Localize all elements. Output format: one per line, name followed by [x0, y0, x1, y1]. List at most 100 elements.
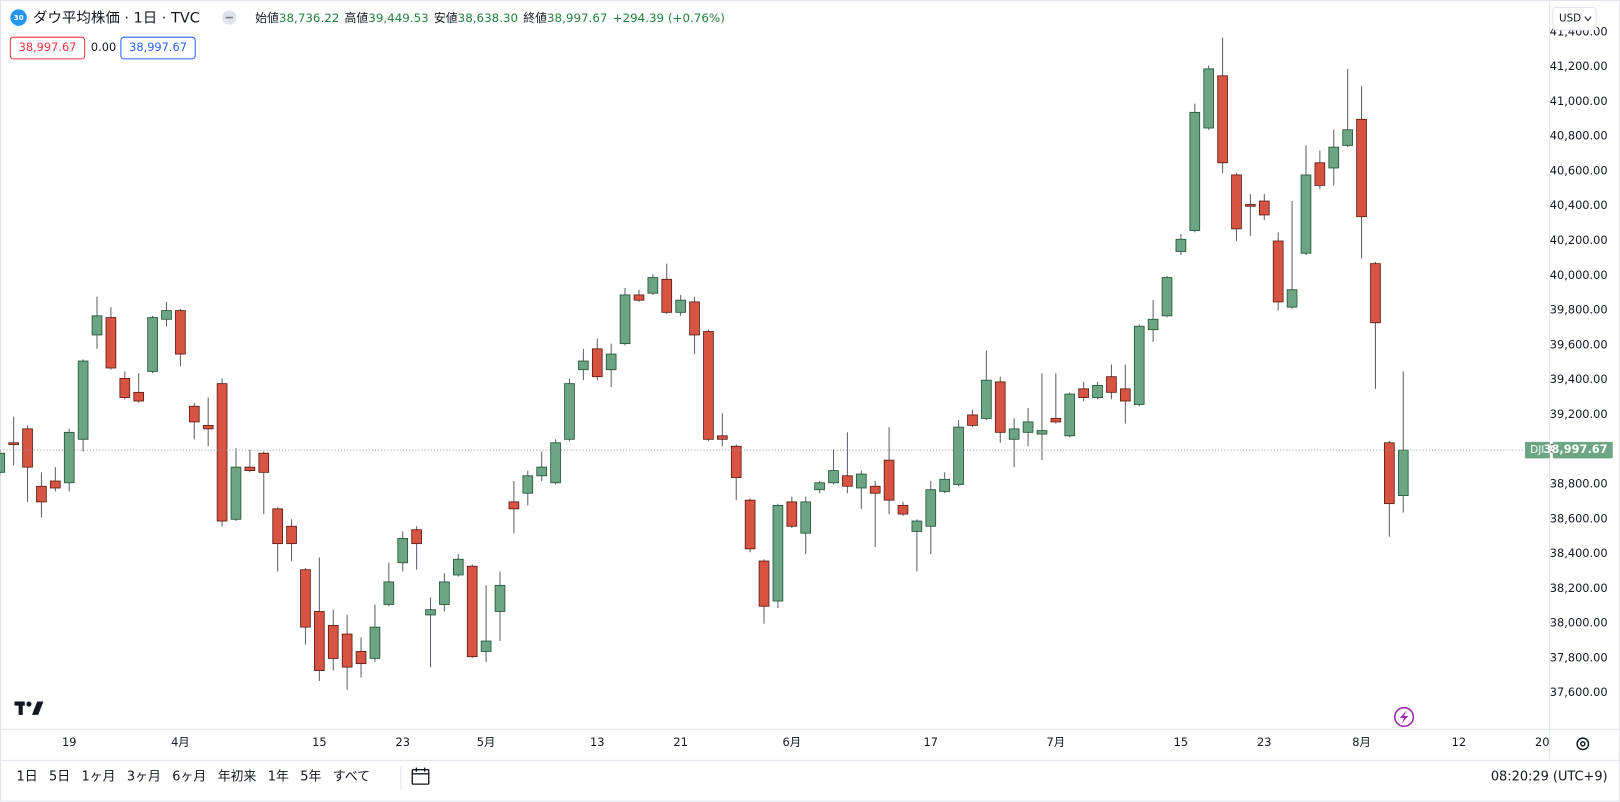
y-tick-label: 38,200.00 [1550, 581, 1608, 595]
currency-box[interactable] [1552, 6, 1597, 31]
candle-body [550, 442, 561, 484]
candle-body [800, 501, 812, 534]
range-button[interactable]: 1日 [17, 769, 38, 784]
y-tick-label: 38,800.00 [1550, 477, 1608, 491]
candle-body [1106, 376, 1117, 393]
x-tick-label: 21 [673, 735, 687, 749]
candle-body [661, 278, 673, 313]
candle-body [828, 470, 839, 484]
x-tick-label: 12 [1452, 735, 1466, 749]
candle-body [0, 452, 6, 473]
candle-body [369, 626, 381, 659]
candle-body [300, 569, 311, 628]
candle-body [341, 633, 353, 668]
candle-body [744, 499, 756, 550]
plot [0, 37, 1550, 690]
candle-body [133, 391, 145, 402]
candle-body [175, 310, 186, 355]
candle-body [230, 466, 242, 520]
candle-body [314, 611, 325, 672]
range-button[interactable]: 5日 [49, 769, 70, 784]
candle-body [105, 317, 117, 369]
candle-body [591, 348, 603, 378]
candle-body [91, 315, 103, 336]
ohlc-value: 38,638.30 [458, 11, 518, 25]
x-tick-label: 15 [312, 735, 326, 749]
symbol-tag [1524, 441, 1550, 459]
candle-body [272, 508, 283, 545]
x-tick-label: 13 [590, 735, 604, 749]
x-tick-label: 19 [62, 735, 76, 749]
x-tick-label: 7月 [1047, 735, 1066, 749]
candle-body [772, 504, 784, 602]
x-tick-label: 4月 [171, 735, 190, 749]
candle-body [675, 299, 686, 313]
range-button[interactable]: すべて [333, 769, 370, 784]
lightning-icon[interactable] [1393, 706, 1415, 728]
candle-body [717, 435, 728, 440]
candle-body [730, 445, 742, 478]
candle-body [1036, 430, 1048, 435]
candle-body [244, 466, 256, 472]
symbol-tag-text: DJI [1530, 444, 1544, 456]
candle-body [439, 581, 450, 605]
candle-body [355, 651, 367, 665]
candle-body [536, 466, 548, 477]
range-button[interactable]: 3ヶ月 [127, 769, 161, 784]
candle-body [911, 520, 923, 532]
candle-body [869, 485, 881, 494]
candle-body [188, 405, 200, 423]
candle-body [397, 538, 409, 564]
candle-body [897, 504, 909, 515]
candle-body [1022, 421, 1034, 433]
settings-icon[interactable] [1576, 737, 1590, 751]
y-tick-label: 40,000.00 [1550, 268, 1608, 282]
candle-body [953, 426, 964, 485]
y-tick-label: 38,400.00 [1550, 546, 1608, 560]
candle-body [1356, 118, 1367, 218]
y-tick-label: 41,000.00 [1550, 94, 1608, 108]
candle-body [202, 424, 214, 430]
candle-body [50, 480, 61, 489]
y-tick-label: 41,200.00 [1550, 59, 1608, 73]
candle-body [925, 489, 937, 527]
candle-body [842, 475, 853, 487]
candle-body [994, 381, 1006, 433]
candle-body [36, 485, 47, 503]
y-tick-label: 37,600.00 [1550, 685, 1608, 699]
candle-body [786, 501, 798, 527]
x-tick-label: 6月 [783, 735, 802, 749]
x-tick-label: 23 [395, 735, 409, 749]
candle-body [855, 473, 867, 489]
ohlc-change: +294.39 (+0.76%) [613, 11, 725, 25]
calendar-icon[interactable] [411, 767, 430, 785]
candle-body [258, 452, 270, 473]
candle-body [758, 560, 770, 607]
candle-body [1397, 449, 1409, 497]
candle-body [480, 640, 492, 652]
candle-body [161, 310, 172, 320]
candle-body [1189, 111, 1201, 232]
range-button[interactable]: 6ヶ月 [172, 769, 206, 784]
range-button[interactable]: 年初来 [218, 769, 257, 784]
y-tick-label: 38,000.00 [1550, 616, 1608, 630]
value-box-text: 38,997.67 [129, 40, 187, 54]
x-tick-label: 20 [1535, 735, 1549, 749]
ohlc-label: 始値 [255, 11, 279, 25]
range-button[interactable]: 1年 [268, 769, 289, 784]
range-button[interactable]: 1ヶ月 [82, 769, 116, 784]
range-button[interactable]: 5年 [300, 769, 321, 784]
y-tick-label: 40,800.00 [1550, 129, 1608, 143]
candle-body [619, 294, 631, 345]
value-box-text: 0.00 [91, 40, 116, 54]
candle-body [1370, 263, 1381, 324]
candle-body [1092, 384, 1103, 398]
candle-body [1217, 75, 1228, 164]
y-tick-label: 40,600.00 [1550, 163, 1608, 177]
candle-body [578, 360, 589, 371]
y-tick-label: 39,400.00 [1550, 372, 1608, 386]
candle-body [633, 294, 645, 301]
candle-body [327, 624, 339, 659]
candle-body [494, 584, 506, 612]
